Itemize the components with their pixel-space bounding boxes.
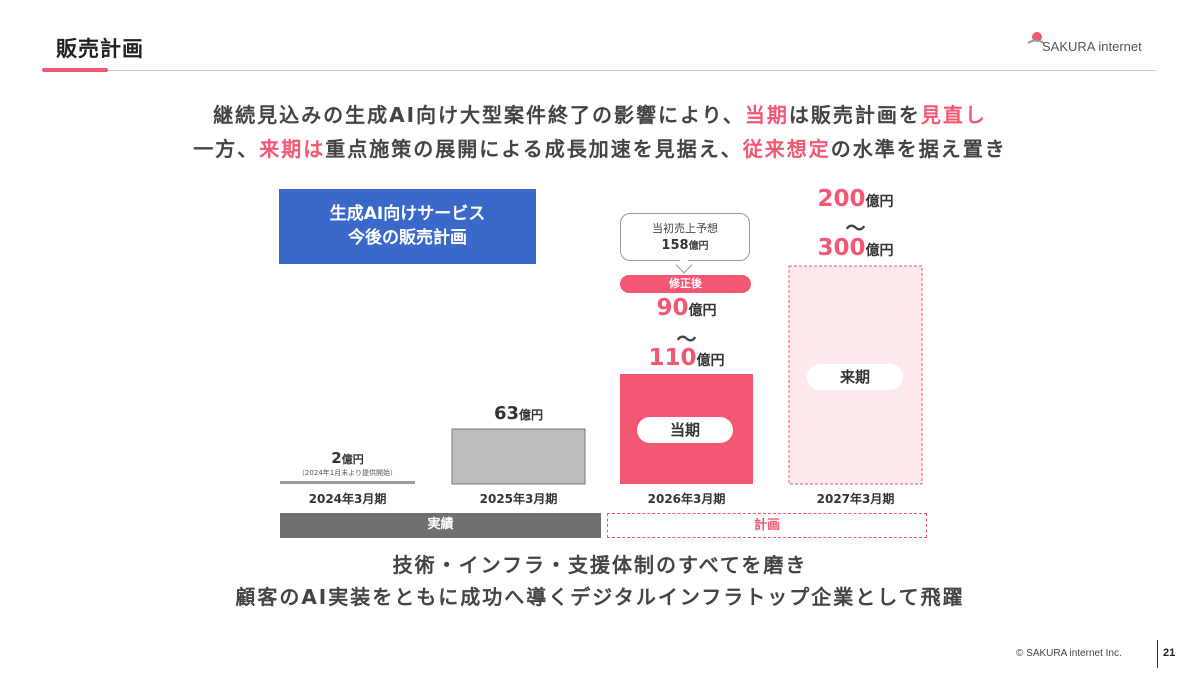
service-box-line-2: 今後の販売計画: [348, 228, 467, 248]
fy2024-note: （2024年1月末より提供開始）: [297, 469, 398, 477]
value-fy2027-low: 200: [817, 186, 866, 212]
value-fy2026-high: 110: [648, 345, 697, 371]
headline-line-2: 一方、来期は重点施策の展開による成長加速を見据え、従来想定の水準を据え置き: [0, 133, 1200, 162]
headline-2-part-1: 一方、: [193, 137, 260, 161]
actual-band: 実績: [280, 513, 601, 538]
headline-2-highlight-2: 従来想定: [742, 137, 831, 161]
initial-forecast-callout: 当初売上予想 158億円: [620, 213, 750, 261]
value-label-fy2025: 63億円: [452, 403, 585, 424]
closing-line-1: 技術・インフラ・支援体制のすべてを磨き: [392, 553, 808, 577]
next-period-tag: 来期: [807, 364, 903, 390]
headline-1-part-1: 継続見込みの生成AI向け大型案件終了の影響により、: [213, 103, 745, 127]
unit-fy2024: 億円: [341, 453, 364, 466]
x-label-fy2026: 2026年3月期: [647, 492, 726, 506]
tilde-fy2027: ～: [845, 216, 866, 240]
title-divider: [42, 70, 1156, 71]
callout-label: 当初売上予想: [652, 222, 718, 235]
revised-badge: 修正後: [620, 275, 751, 293]
bar-2: [451, 428, 586, 485]
value-fy2027-high: 300: [817, 235, 866, 261]
page-number: 21: [1163, 647, 1176, 659]
callout-unit: 億円: [688, 241, 709, 252]
value-label-fy2026-low: 90億円: [620, 295, 753, 321]
headline-2-part-2: 重点施策の展開による成長加速を見据え、: [325, 137, 743, 161]
service-box-line-1: 生成AI向けサービス: [329, 204, 486, 224]
x-label-fy2025: 2025年3月期: [479, 492, 558, 506]
value-label-fy2024: 2億円: [280, 448, 415, 467]
value-fy2026-low: 90: [656, 295, 689, 321]
unit-fy2026-high: 億円: [696, 353, 725, 369]
headline-1-highlight-1: 当期: [744, 103, 789, 127]
page-number-divider: [1157, 640, 1158, 668]
headline-1-highlight-2: 見直し: [920, 103, 987, 127]
unit-fy2026-low: 億円: [688, 303, 717, 319]
bar-1: [280, 481, 415, 484]
copyright: © SAKURA internet Inc.: [1016, 648, 1122, 659]
plan-band: 計画: [607, 513, 927, 538]
headline-line-1: 継続見込みの生成AI向け大型案件終了の影響により、当期は販売計画を見直し: [0, 99, 1200, 128]
callout-value: 158: [661, 238, 689, 253]
value-label-fy2026-high: 110億円: [620, 345, 753, 371]
service-plan-box: 生成AI向けサービス 今後の販売計画: [279, 189, 536, 264]
value-fy2024: 2: [331, 449, 342, 467]
headline-2-highlight-1: 来期は: [259, 137, 326, 161]
tilde-fy2026: ～: [676, 327, 697, 351]
unit-fy2027-low: 億円: [865, 194, 894, 210]
logo-text: SAKURA internet: [1042, 39, 1142, 54]
unit-fy2025: 億円: [519, 408, 544, 422]
title-accent-bar: [42, 68, 108, 72]
closing-line-2: 顧客のAI実装をともに成功へ導くデジタルインフラトップ企業として飛躍: [235, 585, 965, 609]
unit-fy2027-high: 億円: [865, 243, 894, 259]
sakura-logo-icon: [1027, 32, 1045, 44]
value-fy2025: 63: [493, 403, 520, 424]
headline-2-part-3: の水準を据え置き: [830, 137, 1007, 161]
current-period-tag: 当期: [637, 417, 733, 443]
x-label-fy2027: 2027年3月期: [816, 492, 895, 506]
slide-title: 販売計画: [56, 37, 144, 61]
headline-1-part-2: は販売計画を: [788, 103, 921, 127]
sakura-logo: SAKURA internet: [1024, 27, 1154, 57]
value-label-fy2027-low: 200億円: [789, 186, 922, 212]
value-label-fy2027-high: 300億円: [789, 235, 922, 261]
x-label-fy2024: 2024年3月期: [308, 492, 387, 506]
